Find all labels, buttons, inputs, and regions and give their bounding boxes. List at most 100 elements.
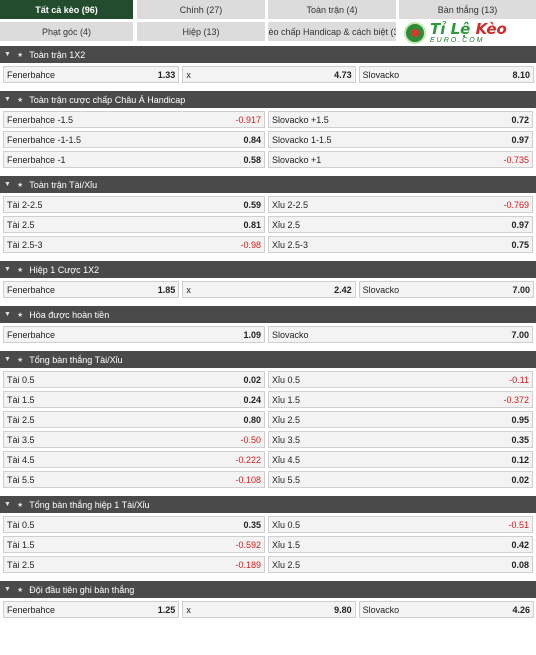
- odds-cell[interactable]: Tài 2-2.5 0.59: [3, 196, 265, 213]
- odds-value: 0.35: [511, 434, 529, 445]
- odds-cell[interactable]: Slovacko +1.5 0.72: [268, 111, 533, 128]
- odds-cell[interactable]: Tài 2.5 0.80: [3, 411, 265, 428]
- odds-cell[interactable]: Tài 1.5 0.24: [3, 391, 265, 408]
- star-icon[interactable]: ★: [16, 356, 24, 364]
- tab-corners[interactable]: Phạt góc (4): [0, 22, 133, 41]
- odds-cell[interactable]: Slovacko 7.00: [268, 326, 533, 343]
- section-title: Toàn trận 1X2: [29, 49, 86, 60]
- odds-value: 4.73: [334, 69, 352, 80]
- odds-cell[interactable]: Fenerbahce -1 0.58: [3, 151, 265, 168]
- odds-row: Tài 1.5 -0.592 Xỉu 1.5 0.42: [3, 536, 534, 553]
- chevron-down-icon[interactable]: ▼: [4, 181, 11, 188]
- section-header[interactable]: ▼ ★ Toàn trận 1X2: [0, 46, 536, 63]
- odds-cell[interactable]: Fenerbahce 1.25: [3, 601, 180, 618]
- section-header[interactable]: ▼ ★ Toàn trận Tài/Xỉu: [0, 176, 536, 193]
- odds-cell[interactable]: Slovacko 4.26: [358, 601, 534, 618]
- selection-label: Tài 4.5: [7, 454, 35, 465]
- market-section: ▼ ★ Toàn trận 1X2 Fenerbahce 1.33 x 4.73 Slovac…: [0, 46, 536, 83]
- odds-cell[interactable]: Xỉu 2-2.5 -0.769: [268, 196, 533, 213]
- section-header[interactable]: ▼ ★ Tổng bàn thắng hiệp 1 Tài/Xỉu: [0, 496, 536, 513]
- odds-value: -0.98: [240, 239, 261, 250]
- odds-cell[interactable]: Xỉu 2.5 0.08: [268, 556, 533, 573]
- odds-cell[interactable]: Tài 2.5-3 -0.98: [3, 236, 265, 253]
- odds-cell[interactable]: Xỉu 1.5 -0.372: [268, 391, 533, 408]
- section-title: Tổng bàn thắng Tài/Xỉu: [29, 354, 123, 365]
- odds-cell[interactable]: Fenerbahce 1.85: [3, 281, 180, 298]
- odds-cell[interactable]: Xỉu 2.5 0.95: [268, 411, 533, 428]
- selection-label: Slovacko: [362, 69, 400, 80]
- odds-cell[interactable]: Xỉu 1.5 0.42: [268, 536, 533, 553]
- odds-cell[interactable]: Xỉu 3.5 0.35: [268, 431, 533, 448]
- chevron-down-icon[interactable]: ▼: [4, 586, 11, 593]
- tab-goals[interactable]: Bàn thắng (13): [399, 0, 536, 19]
- tab-handicap[interactable]: Kèo chấp Handicap & cách biệt (3): [268, 22, 396, 41]
- selection-label: Xỉu 1.5: [272, 394, 301, 405]
- chevron-down-icon[interactable]: ▼: [4, 96, 11, 103]
- tab-main[interactable]: Chính (27): [137, 0, 265, 19]
- odds-cell[interactable]: Fenerbahce 1.09: [3, 326, 265, 343]
- star-icon[interactable]: ★: [16, 586, 24, 594]
- star-icon[interactable]: ★: [16, 266, 24, 274]
- odds-cell[interactable]: Xỉu 0.5 -0.11: [268, 371, 533, 388]
- odds-cell[interactable]: Xỉu 4.5 0.12: [268, 451, 533, 468]
- odds-cell[interactable]: Xỉu 2.5-3 0.75: [268, 236, 533, 253]
- chevron-down-icon[interactable]: ▼: [4, 266, 11, 273]
- star-icon[interactable]: ★: [16, 501, 24, 509]
- section-title: Đội đầu tiên ghi bàn thắng: [29, 584, 135, 595]
- odds-value: 0.42: [511, 539, 529, 550]
- odds-cell[interactable]: Fenerbahce 1.33: [3, 66, 180, 83]
- star-icon[interactable]: ★: [16, 96, 24, 104]
- section-title: Tổng bàn thắng hiệp 1 Tài/Xỉu: [29, 499, 150, 510]
- odds-cell[interactable]: Slovacko 1-1.5 0.97: [268, 131, 533, 148]
- market-section: ▼ ★ Hiệp 1 Cược 1X2 Fenerbahce 1.85 x 2.42 Slov…: [0, 261, 536, 298]
- odds-cell[interactable]: Tài 1.5 -0.592: [3, 536, 265, 553]
- odds-cell[interactable]: Fenerbahce -1-1.5 0.84: [3, 131, 265, 148]
- tab-full-match[interactable]: Toàn trận (4): [268, 0, 396, 19]
- selection-label: Slovacko +1: [272, 154, 322, 165]
- selection-label: Xỉu 2.5-3: [272, 239, 309, 250]
- section-header[interactable]: ▼ ★ Hiệp 1 Cược 1X2: [0, 261, 536, 278]
- star-icon[interactable]: ★: [16, 51, 24, 59]
- odds-cell[interactable]: x 4.73: [182, 66, 356, 83]
- market-tabs: Tất cả kèo (96) Chính (27) Toàn trận (4)…: [0, 0, 536, 46]
- tab-half[interactable]: Hiệp (13): [137, 22, 265, 41]
- chevron-down-icon[interactable]: ▼: [4, 356, 11, 363]
- odds-cell[interactable]: Xỉu 5.5 0.02: [268, 471, 533, 488]
- star-icon[interactable]: ★: [16, 181, 24, 189]
- section-header[interactable]: ▼ ★ Đội đầu tiên ghi bàn thắng: [0, 581, 536, 598]
- section-header[interactable]: ▼ ★ Toàn trận cược chấp Châu Á Handicap: [0, 91, 536, 108]
- odds-cell[interactable]: Fenerbahce -1.5 -0.917: [3, 111, 265, 128]
- odds-cell[interactable]: Tài 3.5 -0.50: [3, 431, 265, 448]
- selection-label: Tài 2.5-3: [7, 239, 43, 250]
- odds-cell[interactable]: Xỉu 0.5 -0.51: [268, 516, 533, 533]
- odds-cell[interactable]: Slovacko +1 -0.735: [268, 151, 533, 168]
- odds-value: 2.42: [334, 284, 352, 295]
- odds-cell[interactable]: Tài 2.5 -0.189: [3, 556, 265, 573]
- odds-value: 7.00: [512, 284, 530, 295]
- odds-value: 0.24: [243, 394, 261, 405]
- odds-cell[interactable]: Tài 4.5 -0.222: [3, 451, 265, 468]
- selection-label: Slovacko: [362, 604, 400, 615]
- odds-cell[interactable]: Tài 0.5 0.02: [3, 371, 265, 388]
- odds-cell[interactable]: Slovacko 7.00: [358, 281, 534, 298]
- selection-label: Xỉu 0.5: [272, 519, 301, 530]
- odds-cell[interactable]: x 9.80: [182, 601, 356, 618]
- odds-cell[interactable]: Tài 5.5 -0.108: [3, 471, 265, 488]
- section-title: Toàn trận cược chấp Châu Á Handicap: [29, 94, 186, 105]
- chevron-down-icon[interactable]: ▼: [4, 501, 11, 508]
- tab-all-markets[interactable]: Tất cả kèo (96): [0, 0, 133, 19]
- odds-value: -0.917: [235, 114, 261, 125]
- star-icon[interactable]: ★: [16, 311, 24, 319]
- odds-cell[interactable]: x 2.42: [182, 281, 356, 298]
- odds-cell[interactable]: Slovacko 8.10: [358, 66, 534, 83]
- chevron-down-icon[interactable]: ▼: [4, 311, 11, 318]
- odds-cell[interactable]: Tài 0.5 0.35: [3, 516, 265, 533]
- section-header[interactable]: ▼ ★ Tổng bàn thắng Tài/Xỉu: [0, 351, 536, 368]
- odds-cell[interactable]: Xỉu 2.5 0.97: [268, 216, 533, 233]
- odds-cell[interactable]: Tài 2.5 0.81: [3, 216, 265, 233]
- selection-label: Xỉu 2.5: [272, 559, 301, 570]
- chevron-down-icon[interactable]: ▼: [4, 51, 11, 58]
- odds-value: 0.02: [511, 474, 529, 485]
- section-header[interactable]: ▼ ★ Hòa được hoàn tiền: [0, 306, 536, 323]
- odds-value: 8.10: [512, 69, 530, 80]
